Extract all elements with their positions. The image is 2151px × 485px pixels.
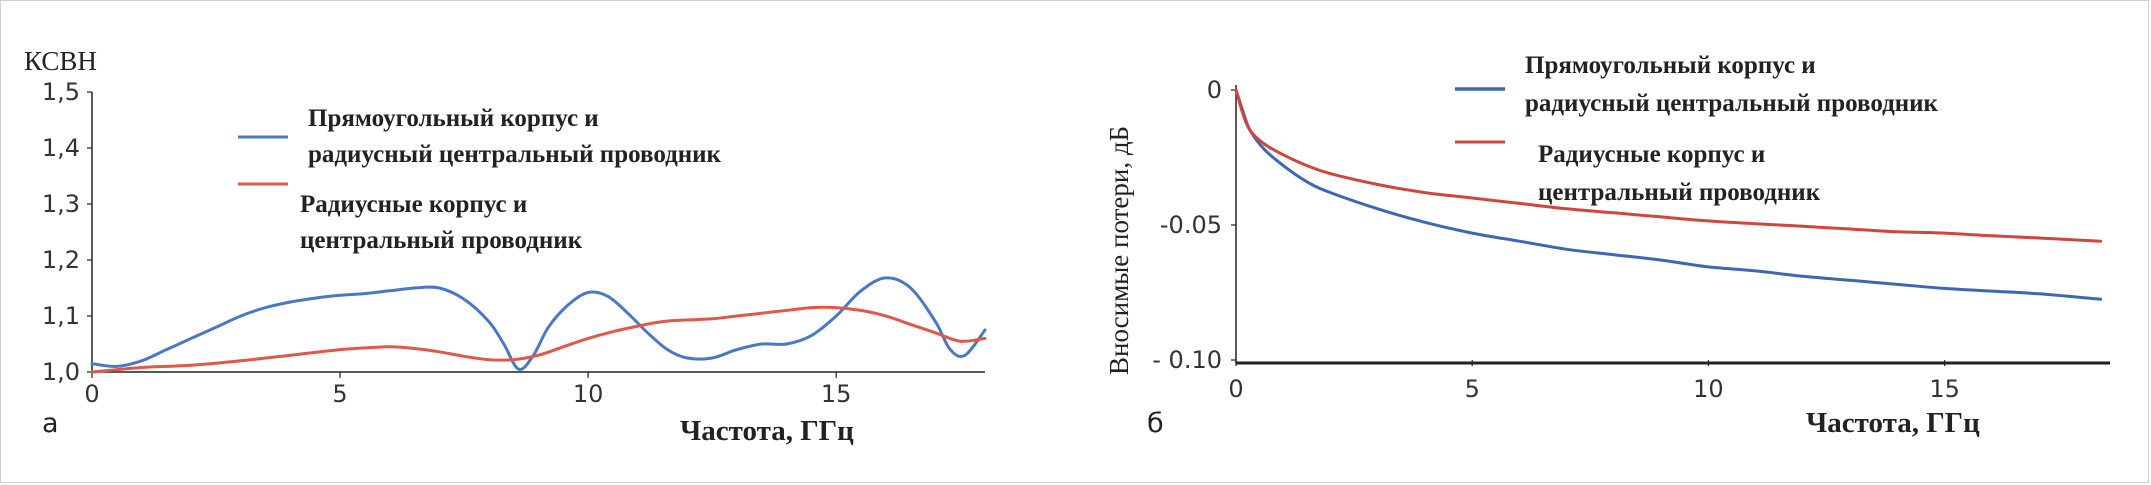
y-tick-label-a-1: 1,1: [42, 302, 80, 330]
legend-label-b-1-line2: радиусный центральный проводник: [1525, 90, 1939, 117]
x-tick-label-b-3: 15: [1929, 375, 1960, 403]
series-line-a-2: [90, 305, 987, 374]
legend-label-a-1-line2: радиусный центральный проводник: [308, 141, 722, 168]
x-axis-label-b: Частота, ГГц: [1806, 407, 1980, 439]
series-line-b-1: [1234, 88, 2103, 301]
x-tick-label-b-0: 0: [1228, 375, 1243, 403]
y-tick-label-b-0: 0: [1207, 76, 1222, 104]
y-tick-label-a-2: 1,2: [42, 246, 80, 274]
legend-label-b-1-line1: Прямоугольный корпус и: [1525, 52, 1816, 79]
x-tick-label-a-0: 0: [84, 380, 99, 408]
y-tick-label-a-3: 1,3: [42, 190, 80, 218]
x-axis-label-a: Частота, ГГц: [680, 415, 854, 447]
panel-label-a: а: [42, 408, 59, 439]
legend-label-a-2-line1: Радиусные корпус и: [300, 191, 527, 218]
y-tick-label-a-0: 1,0: [42, 358, 80, 386]
y-tick-label-a-5: 1,5: [42, 78, 80, 106]
x-tick-label-a-3: 15: [821, 380, 852, 408]
x-tick-label-b-2: 10: [1693, 375, 1724, 403]
y-tick-label-b-1: -0.05: [1160, 211, 1222, 239]
x-tick-label-a-2: 10: [573, 380, 604, 408]
y-axis-label-a: КСВН: [24, 46, 97, 76]
legend-label-a-2-line2: центральный проводник: [300, 227, 583, 254]
legend-label-b-2-line1: Радиусные корпус и: [1538, 141, 1765, 168]
y-tick-label-a-4: 1,4: [42, 134, 80, 162]
x-tick-label-b-1: 5: [1465, 375, 1480, 403]
chart-panel-b: 0-0.05- 0.10 0 5 10 15 Вносимые потери, дБ …: [1104, 52, 2110, 439]
legend-label-a-1-line1: Прямоугольный корпус и: [308, 105, 599, 132]
panel-label-b: б: [1147, 408, 1164, 439]
legend-label-b-2-line2: центральный проводник: [1538, 179, 1821, 206]
x-tick-label-a-1: 5: [332, 380, 347, 408]
chart-panel-a: 1,0 1,1 1,2 1,3 1,4 1,5 0 5 10 15 КСВН Частота, …: [24, 46, 987, 447]
y-tick-label-b-2: - 0.10: [1152, 346, 1222, 374]
y-axis-label-b: Вносимые потери, дБ: [1104, 126, 1134, 375]
series-line-b-2: [1234, 88, 2103, 243]
